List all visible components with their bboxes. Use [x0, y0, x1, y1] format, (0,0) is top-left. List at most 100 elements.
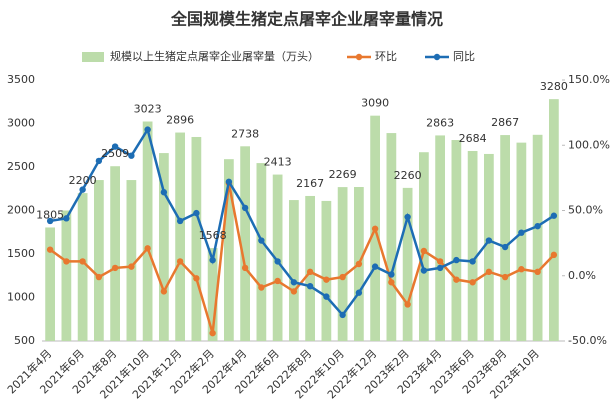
line-point	[193, 209, 200, 217]
data-label: 2896	[166, 114, 194, 127]
legend-label: 规模以上生猪定点屠宰企业屠宰量（万头）	[110, 49, 319, 63]
chart-title: 全国规模生猪定点屠宰企业屠宰量情况	[170, 10, 443, 29]
bar	[451, 140, 462, 341]
line-point	[95, 157, 103, 165]
bar	[402, 187, 413, 341]
line-point	[371, 225, 379, 232]
legend-swatch	[433, 53, 441, 61]
line-point	[46, 217, 54, 225]
y2-tick-label: -50.0%	[568, 334, 607, 347]
line-point	[274, 258, 281, 265]
bar	[94, 180, 104, 341]
line-point	[453, 256, 460, 264]
line-point	[339, 273, 346, 281]
line-point	[518, 229, 525, 236]
data-label: 2167	[296, 177, 324, 190]
data-label: 2684	[459, 132, 487, 145]
bar	[516, 142, 527, 341]
line-point	[128, 152, 135, 159]
line-point	[160, 189, 168, 196]
line-point	[63, 215, 70, 222]
line-point	[485, 237, 493, 244]
line-point	[176, 258, 184, 265]
bar	[272, 174, 283, 341]
data-label: 2863	[426, 116, 454, 129]
line-point	[63, 258, 70, 265]
y-tick-label: 2500	[7, 160, 35, 173]
line-point	[241, 264, 249, 272]
line-point	[420, 267, 428, 274]
line-point	[388, 279, 395, 286]
line-point	[469, 258, 476, 265]
y2-tick-label: 0.0%	[568, 269, 596, 282]
data-label: 2260	[394, 169, 422, 182]
line-point	[420, 247, 428, 255]
line-point	[128, 263, 135, 270]
line-point	[518, 266, 525, 273]
data-label: 2200	[69, 174, 97, 187]
line-point	[79, 186, 86, 193]
bar	[500, 135, 510, 341]
bar	[159, 153, 169, 341]
y-tick-label: 1000	[7, 291, 35, 304]
line-point	[371, 263, 379, 270]
y-tick-label: 3000	[7, 117, 35, 130]
bar	[191, 136, 202, 341]
line-point	[388, 271, 395, 278]
line-point	[274, 277, 281, 285]
data-label: 2269	[329, 168, 357, 181]
data-label: 3090	[361, 97, 389, 110]
line-point	[209, 329, 216, 337]
line-point	[404, 301, 411, 308]
y-tick-label: 500	[14, 334, 35, 347]
line	[49, 182, 555, 334]
bar	[435, 135, 445, 341]
bar	[289, 200, 299, 341]
bar	[337, 187, 348, 341]
bar	[240, 146, 250, 341]
line-point	[258, 237, 265, 244]
line-point	[111, 143, 119, 150]
line-point	[501, 243, 509, 251]
line-point	[355, 289, 363, 296]
legend-label: 同比	[453, 50, 475, 63]
data-label: 2509	[101, 147, 129, 160]
data-label: 2413	[264, 156, 292, 169]
legend-swatch	[355, 53, 363, 61]
legend-label: 环比	[375, 50, 397, 63]
line-point	[485, 268, 493, 276]
line-point	[79, 258, 86, 265]
y2-tick-label: 100.0%	[568, 138, 610, 151]
line-point	[225, 178, 233, 185]
line-point	[193, 275, 200, 282]
bar	[256, 163, 267, 341]
bar	[207, 248, 218, 341]
line-point	[469, 279, 476, 286]
line-point	[550, 251, 558, 259]
bar	[484, 153, 494, 341]
data-label: 3023	[134, 102, 162, 115]
bar	[110, 166, 120, 341]
legend-swatch	[82, 52, 104, 62]
line-point	[290, 279, 298, 286]
line-point	[144, 245, 151, 252]
bar	[61, 210, 72, 341]
line-point	[339, 311, 346, 319]
line-point	[355, 260, 363, 268]
line-point	[241, 204, 249, 212]
line-point	[144, 126, 151, 133]
bar	[142, 121, 153, 342]
line-point	[404, 213, 411, 221]
bar	[126, 180, 137, 341]
line-point	[436, 264, 444, 272]
line-point	[306, 282, 314, 290]
bar	[386, 133, 397, 341]
line-point	[160, 288, 168, 295]
line-point	[176, 217, 184, 225]
y-tick-label: 2000	[7, 204, 35, 217]
line-point	[95, 273, 103, 281]
line-point	[534, 222, 541, 230]
data-label: 2867	[491, 116, 519, 129]
line-point	[534, 268, 541, 276]
data-label: 2738	[231, 127, 259, 140]
